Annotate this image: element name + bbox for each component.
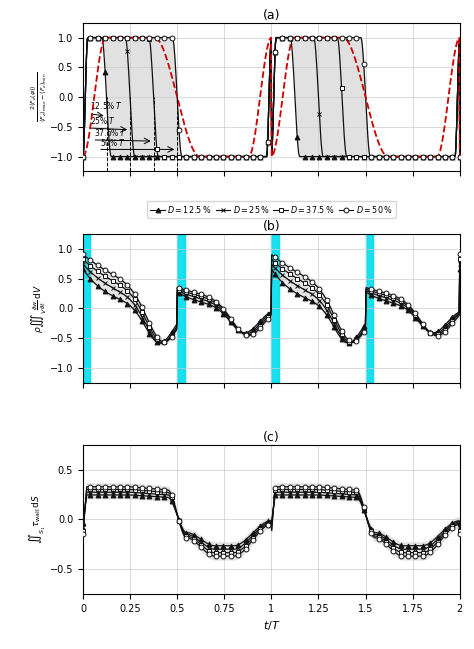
Y-axis label: $\frac{2\langle F_z(\varphi)\rangle}{\langle F_z\rangle_{\mathrm{max}}-\langle F: $\frac{2\langle F_z(\varphi)\rangle}{\la…: [29, 72, 48, 122]
X-axis label: $t/T$: $t/T$: [263, 619, 280, 632]
Text: $25\%\,T$: $25\%\,T$: [90, 116, 115, 127]
Bar: [83, 234, 91, 383]
Text: $37.5\%\,T$: $37.5\%\,T$: [94, 127, 127, 138]
Legend: $D=12.5\,\%$, $D=25\,\%$, $D=37.5\,\%$, $D=50\,\%$: $D=12.5\,\%$, $D=25\,\%$, $D=37.5\,\%$, …: [147, 201, 395, 218]
Y-axis label: $\iint_{S_1} \tau_{\mathrm{wall}}\,\mathrm{d}S$: $\iint_{S_1} \tau_{\mathrm{wall}}\,\math…: [28, 495, 48, 545]
Bar: [271, 234, 279, 383]
Bar: [365, 234, 373, 383]
Bar: [177, 234, 185, 383]
Text: $50\%\,T$: $50\%\,T$: [100, 137, 125, 148]
Text: $12.5\%\,T$: $12.5\%\,T$: [90, 101, 122, 112]
Y-axis label: $\rho\iiint_V \frac{\partial w}{\partial t}\,\mathrm{d}V$: $\rho\iiint_V \frac{\partial w}{\partial…: [29, 284, 48, 333]
Title: (c): (c): [263, 431, 280, 444]
Title: (b): (b): [263, 220, 280, 233]
Title: (a): (a): [263, 8, 280, 21]
